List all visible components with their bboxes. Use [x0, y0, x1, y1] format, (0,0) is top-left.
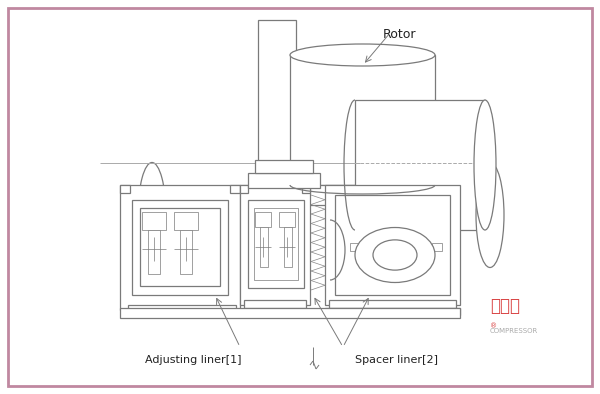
- Bar: [350, 243, 360, 251]
- Bar: [335, 195, 450, 295]
- Bar: [128, 305, 236, 313]
- Ellipse shape: [290, 44, 435, 66]
- Bar: [255, 160, 313, 173]
- Bar: [284, 227, 292, 267]
- Text: 压缩机: 压缩机: [490, 297, 520, 315]
- Bar: [230, 185, 240, 193]
- Bar: [254, 208, 298, 280]
- Ellipse shape: [138, 162, 166, 268]
- Bar: [174, 212, 198, 230]
- Bar: [432, 243, 442, 251]
- Bar: [240, 185, 310, 305]
- Bar: [302, 185, 310, 193]
- Bar: [248, 200, 304, 288]
- Bar: [290, 55, 435, 185]
- Bar: [120, 308, 460, 318]
- Bar: [260, 227, 268, 267]
- Ellipse shape: [355, 227, 435, 282]
- Bar: [120, 185, 130, 193]
- Text: COMPRESSOR: COMPRESSOR: [490, 328, 538, 334]
- Ellipse shape: [373, 240, 417, 270]
- Text: Adjusting liner[1]: Adjusting liner[1]: [145, 355, 241, 365]
- Text: ®: ®: [490, 323, 497, 329]
- Bar: [329, 300, 456, 308]
- Bar: [248, 173, 320, 188]
- Bar: [120, 185, 240, 310]
- Bar: [140, 208, 220, 286]
- Bar: [355, 100, 485, 230]
- Bar: [180, 230, 192, 274]
- Bar: [279, 212, 295, 227]
- Text: Rotor: Rotor: [383, 28, 417, 41]
- Ellipse shape: [474, 100, 496, 230]
- Bar: [132, 200, 228, 295]
- Bar: [258, 20, 296, 300]
- Bar: [142, 212, 166, 230]
- Text: Spacer liner[2]: Spacer liner[2]: [355, 355, 438, 365]
- Bar: [293, 185, 355, 205]
- Bar: [325, 185, 460, 305]
- Bar: [255, 212, 271, 227]
- Bar: [240, 185, 248, 193]
- Bar: [148, 230, 160, 274]
- Bar: [325, 308, 460, 315]
- Bar: [244, 300, 306, 308]
- Ellipse shape: [476, 162, 504, 268]
